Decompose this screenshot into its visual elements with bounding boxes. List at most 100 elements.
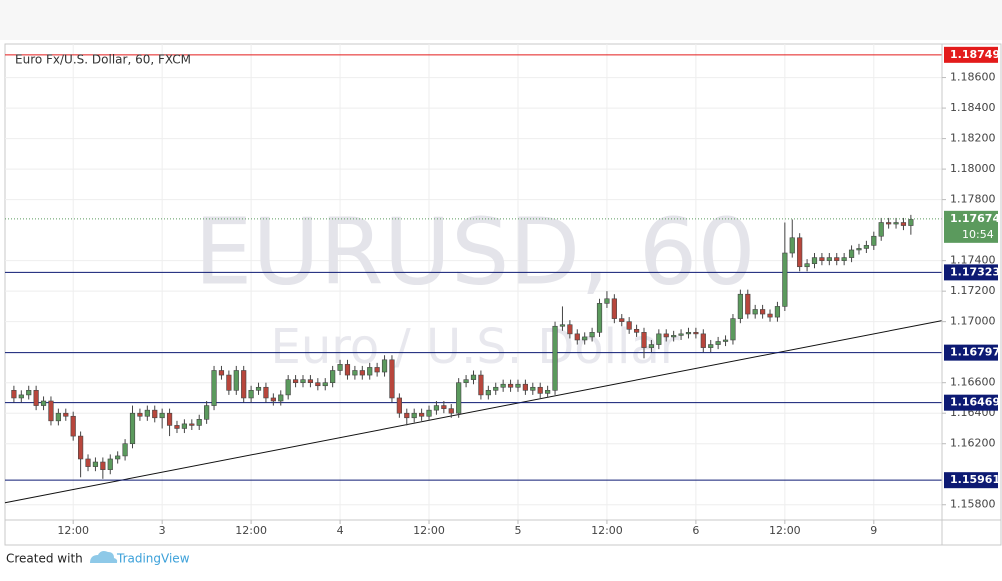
chart-frame	[4, 43, 1002, 546]
candle-body	[211, 370, 217, 406]
candle-body	[419, 412, 425, 417]
candle-body	[374, 367, 380, 373]
candle-body	[900, 222, 907, 226]
candle-body	[70, 415, 76, 437]
candle-body	[567, 324, 573, 335]
plot	[4, 54, 943, 504]
candle-body	[893, 222, 899, 225]
candle-body	[507, 383, 514, 388]
candle-body	[359, 370, 365, 376]
y-tick-label: 1.17400	[950, 254, 996, 267]
candle-body	[300, 379, 306, 383]
candle-body	[678, 333, 684, 336]
candle-body	[181, 423, 187, 429]
candle-body	[218, 370, 225, 376]
candle-body	[241, 370, 247, 399]
candle-body	[611, 298, 617, 319]
candle-body	[545, 390, 551, 394]
candle-body	[722, 339, 729, 342]
x-tick-label: 4	[337, 524, 344, 537]
level-label-box	[944, 264, 998, 281]
candle-body	[40, 400, 47, 406]
candle-body	[204, 405, 210, 420]
brand-link[interactable]: TradingView	[116, 552, 190, 566]
top-band	[0, 0, 1002, 40]
candle-body	[863, 245, 869, 249]
candle-body	[137, 412, 143, 417]
candle-body	[700, 333, 706, 348]
candle-body	[18, 394, 24, 399]
candle-body	[671, 335, 677, 338]
x-tick-label: 12:00	[769, 524, 801, 537]
y-tick-label: 1.18600	[950, 71, 996, 84]
trendline	[4, 320, 943, 504]
grid	[5, 44, 942, 520]
footer-text: Created with	[6, 552, 83, 566]
candle-body	[278, 394, 284, 402]
candle-body	[782, 252, 788, 307]
level-label: 1.15961	[950, 473, 1000, 486]
y-tick-label: 1.18000	[950, 162, 996, 175]
candle-body	[337, 364, 343, 371]
candle-body	[448, 408, 454, 414]
level-label: 1.16797	[950, 346, 1000, 359]
candle-body	[352, 370, 358, 376]
level-label: 1.18749	[950, 48, 1000, 61]
candle-body	[730, 318, 736, 341]
candle-body	[619, 318, 625, 322]
candle-body	[745, 293, 751, 315]
x-tick-label: 12:00	[591, 524, 623, 537]
candle-body	[685, 332, 692, 335]
candle-body	[656, 333, 662, 345]
candle-body	[196, 419, 202, 426]
candle-body	[708, 344, 714, 348]
candle-body	[856, 248, 862, 251]
x-tick-label: 6	[692, 524, 699, 537]
watermark: EURUSD, 60	[194, 198, 756, 305]
candle-body	[426, 409, 432, 417]
watermark-subtitle: Euro / U.S. Dollar	[270, 319, 679, 375]
y-tick-label: 1.18200	[950, 132, 996, 145]
candle-body	[159, 412, 165, 419]
candle-body	[411, 412, 417, 419]
candle-body	[396, 397, 402, 414]
level-label-box	[944, 46, 998, 63]
candle-body	[292, 379, 299, 383]
candle-body	[233, 370, 239, 391]
y-tick-label: 1.17200	[950, 284, 996, 297]
x-tick-label: 9	[870, 524, 877, 537]
y-tick-label: 1.16200	[950, 437, 996, 450]
candle-body	[263, 386, 269, 399]
candle-body	[107, 458, 113, 470]
candle-body	[841, 257, 847, 261]
candle-body	[789, 237, 795, 254]
candle-body	[604, 298, 610, 304]
candle-body	[552, 325, 558, 391]
candle-body	[878, 222, 884, 237]
candle-body	[760, 309, 766, 315]
candle-body	[26, 390, 32, 396]
candle-body	[834, 257, 840, 261]
candle-body	[663, 333, 669, 338]
candle-body	[819, 257, 825, 261]
candle-body	[522, 383, 528, 391]
candle-body	[752, 309, 758, 315]
candle-body	[463, 379, 469, 383]
candle-body	[886, 222, 892, 225]
current-price-box	[944, 210, 998, 243]
candle-body	[92, 461, 99, 467]
current-price-label: 1.17674	[950, 212, 1000, 225]
candle-body	[485, 390, 491, 396]
candle-body	[85, 458, 91, 467]
candle-body	[470, 374, 477, 380]
candle-body	[582, 336, 588, 341]
x-tick-label: 12:00	[413, 524, 445, 537]
candle-body	[456, 382, 462, 414]
candle-body	[48, 400, 54, 422]
candle-body	[78, 435, 84, 460]
candle-body	[381, 359, 388, 373]
level-label-box	[944, 472, 998, 489]
candle-body	[767, 313, 773, 318]
brand-logo	[90, 551, 118, 563]
candle-body	[330, 370, 336, 383]
